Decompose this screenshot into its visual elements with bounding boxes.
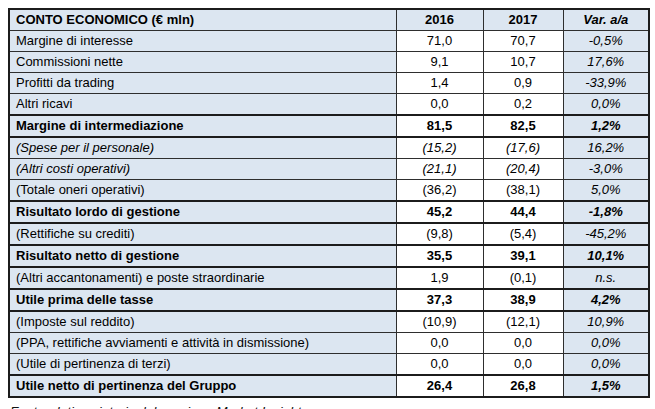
value-var: 0,0% xyxy=(563,333,649,354)
row-label: (Totale oneri operativi) xyxy=(9,180,396,202)
value-2016: 0,0 xyxy=(396,94,483,116)
value-2016: 35,5 xyxy=(396,245,483,267)
table-row: (Altri costi operativi) (21,1) (20,4) -3… xyxy=(9,159,649,180)
value-2016: 71,0 xyxy=(396,31,483,52)
value-var: 16,2% xyxy=(563,137,649,159)
table-row: Commissioni nette 9,1 10,7 17,6% xyxy=(9,52,649,73)
value-2017: (0,1) xyxy=(483,267,563,289)
row-label: (Altri accantonamenti) e poste straordin… xyxy=(9,267,396,289)
table-row: (Totale oneri operativi) (36,2) (38,1) 5… xyxy=(9,180,649,202)
value-var: 0,0% xyxy=(563,354,649,376)
value-var: n.s. xyxy=(563,267,649,289)
value-var: 0,0% xyxy=(563,94,649,116)
header-title: CONTO ECONOMICO (€ mln) xyxy=(9,9,396,31)
value-var: -3,0% xyxy=(563,159,649,180)
row-label: (Altri costi operativi) xyxy=(9,159,396,180)
row-label: Margine di interesse xyxy=(9,31,396,52)
value-2017: 0,0 xyxy=(483,333,563,354)
table-row: Margine di interesse 71,0 70,7 -0,5% xyxy=(9,31,649,52)
value-var: -1,8% xyxy=(563,201,649,223)
table-row: (Spese per il personale) (15,2) (17,6) 1… xyxy=(9,137,649,159)
value-2017: 39,1 xyxy=(483,245,563,267)
value-2016: 0,0 xyxy=(396,354,483,376)
table-row-subtotal: Risultato netto di gestione 35,5 39,1 10… xyxy=(9,245,649,267)
value-2016: (15,2) xyxy=(396,137,483,159)
header-row: CONTO ECONOMICO (€ mln) 2016 2017 Var. a… xyxy=(9,9,649,31)
row-label: Commissioni nette xyxy=(9,52,396,73)
value-2017: (20,4) xyxy=(483,159,563,180)
value-2016: 37,3 xyxy=(396,289,483,311)
value-2017: (12,1) xyxy=(483,311,563,333)
table-row: (Imposte sul reddito) (10,9) (12,1) 10,9… xyxy=(9,311,649,333)
value-2016: 1,4 xyxy=(396,73,483,94)
value-var: 4,2% xyxy=(563,289,649,311)
value-2016: (9,8) xyxy=(396,223,483,245)
value-2017: 0,0 xyxy=(483,354,563,376)
table-row-subtotal: Utile prima delle tasse 37,3 38,9 4,2% xyxy=(9,289,649,311)
header-col-2017: 2017 xyxy=(483,9,563,31)
value-2017: 82,5 xyxy=(483,115,563,137)
value-2016: 0,0 xyxy=(396,333,483,354)
row-label: Utile netto di pertinenza del Gruppo xyxy=(9,375,396,397)
value-2016: 9,1 xyxy=(396,52,483,73)
value-2017: 44,4 xyxy=(483,201,563,223)
value-2017: 26,8 xyxy=(483,375,563,397)
table-row: (Altri accantonamenti) e poste straordin… xyxy=(9,267,649,289)
value-2016: 1,9 xyxy=(396,267,483,289)
value-2017: 70,7 xyxy=(483,31,563,52)
table-row: Altri ricavi 0,0 0,2 0,0% xyxy=(9,94,649,116)
value-2016: (10,9) xyxy=(396,311,483,333)
value-var: -45,2% xyxy=(563,223,649,245)
row-label: Utile prima delle tasse xyxy=(9,289,396,311)
value-var: -0,5% xyxy=(563,31,649,52)
table-row-subtotal: Margine di intermediazione 81,5 82,5 1,2… xyxy=(9,115,649,137)
header-col-var: Var. a/a xyxy=(563,9,649,31)
table-row: (Rettifiche su crediti) (9,8) (5,4) -45,… xyxy=(9,223,649,245)
source-note: Fonte: dati societari; elaborazione Mark… xyxy=(10,404,655,409)
row-label: (Spese per il personale) xyxy=(9,137,396,159)
row-label: Risultato lordo di gestione xyxy=(9,201,396,223)
table-row: (PPA, rettifiche avviamenti e attività i… xyxy=(9,333,649,354)
value-2016: 26,4 xyxy=(396,375,483,397)
header-col-2016: 2016 xyxy=(396,9,483,31)
value-var: 10,9% xyxy=(563,311,649,333)
value-2017: (38,1) xyxy=(483,180,563,202)
table-row-subtotal: Risultato lordo di gestione 45,2 44,4 -1… xyxy=(9,201,649,223)
table-row-total: Utile netto di pertinenza del Gruppo 26,… xyxy=(9,375,649,397)
value-var: -33,9% xyxy=(563,73,649,94)
value-var: 1,5% xyxy=(563,375,649,397)
row-label: Risultato netto di gestione xyxy=(9,245,396,267)
value-2017: 10,7 xyxy=(483,52,563,73)
value-2017: (5,4) xyxy=(483,223,563,245)
row-label: Altri ricavi xyxy=(9,94,396,116)
row-label: (Utile di pertinenza di terzi) xyxy=(9,354,396,376)
row-label: (Imposte sul reddito) xyxy=(9,311,396,333)
value-2017: 38,9 xyxy=(483,289,563,311)
value-2017: (17,6) xyxy=(483,137,563,159)
value-var: 1,2% xyxy=(563,115,649,137)
conto-economico-table: CONTO ECONOMICO (€ mln) 2016 2017 Var. a… xyxy=(8,8,650,398)
table-row: (Utile di pertinenza di terzi) 0,0 0,0 0… xyxy=(9,354,649,376)
value-2016: (21,1) xyxy=(396,159,483,180)
row-label: (PPA, rettifiche avviamenti e attività i… xyxy=(9,333,396,354)
row-label: Profitti da trading xyxy=(9,73,396,94)
value-2017: 0,9 xyxy=(483,73,563,94)
value-var: 5,0% xyxy=(563,180,649,202)
value-2016: 81,5 xyxy=(396,115,483,137)
table-row: Profitti da trading 1,4 0,9 -33,9% xyxy=(9,73,649,94)
row-label: Margine di intermediazione xyxy=(9,115,396,137)
value-2016: 45,2 xyxy=(396,201,483,223)
value-var: 10,1% xyxy=(563,245,649,267)
value-2017: 0,2 xyxy=(483,94,563,116)
page: CONTO ECONOMICO (€ mln) 2016 2017 Var. a… xyxy=(0,0,655,409)
row-label: (Rettifiche su crediti) xyxy=(9,223,396,245)
value-2016: (36,2) xyxy=(396,180,483,202)
value-var: 17,6% xyxy=(563,52,649,73)
